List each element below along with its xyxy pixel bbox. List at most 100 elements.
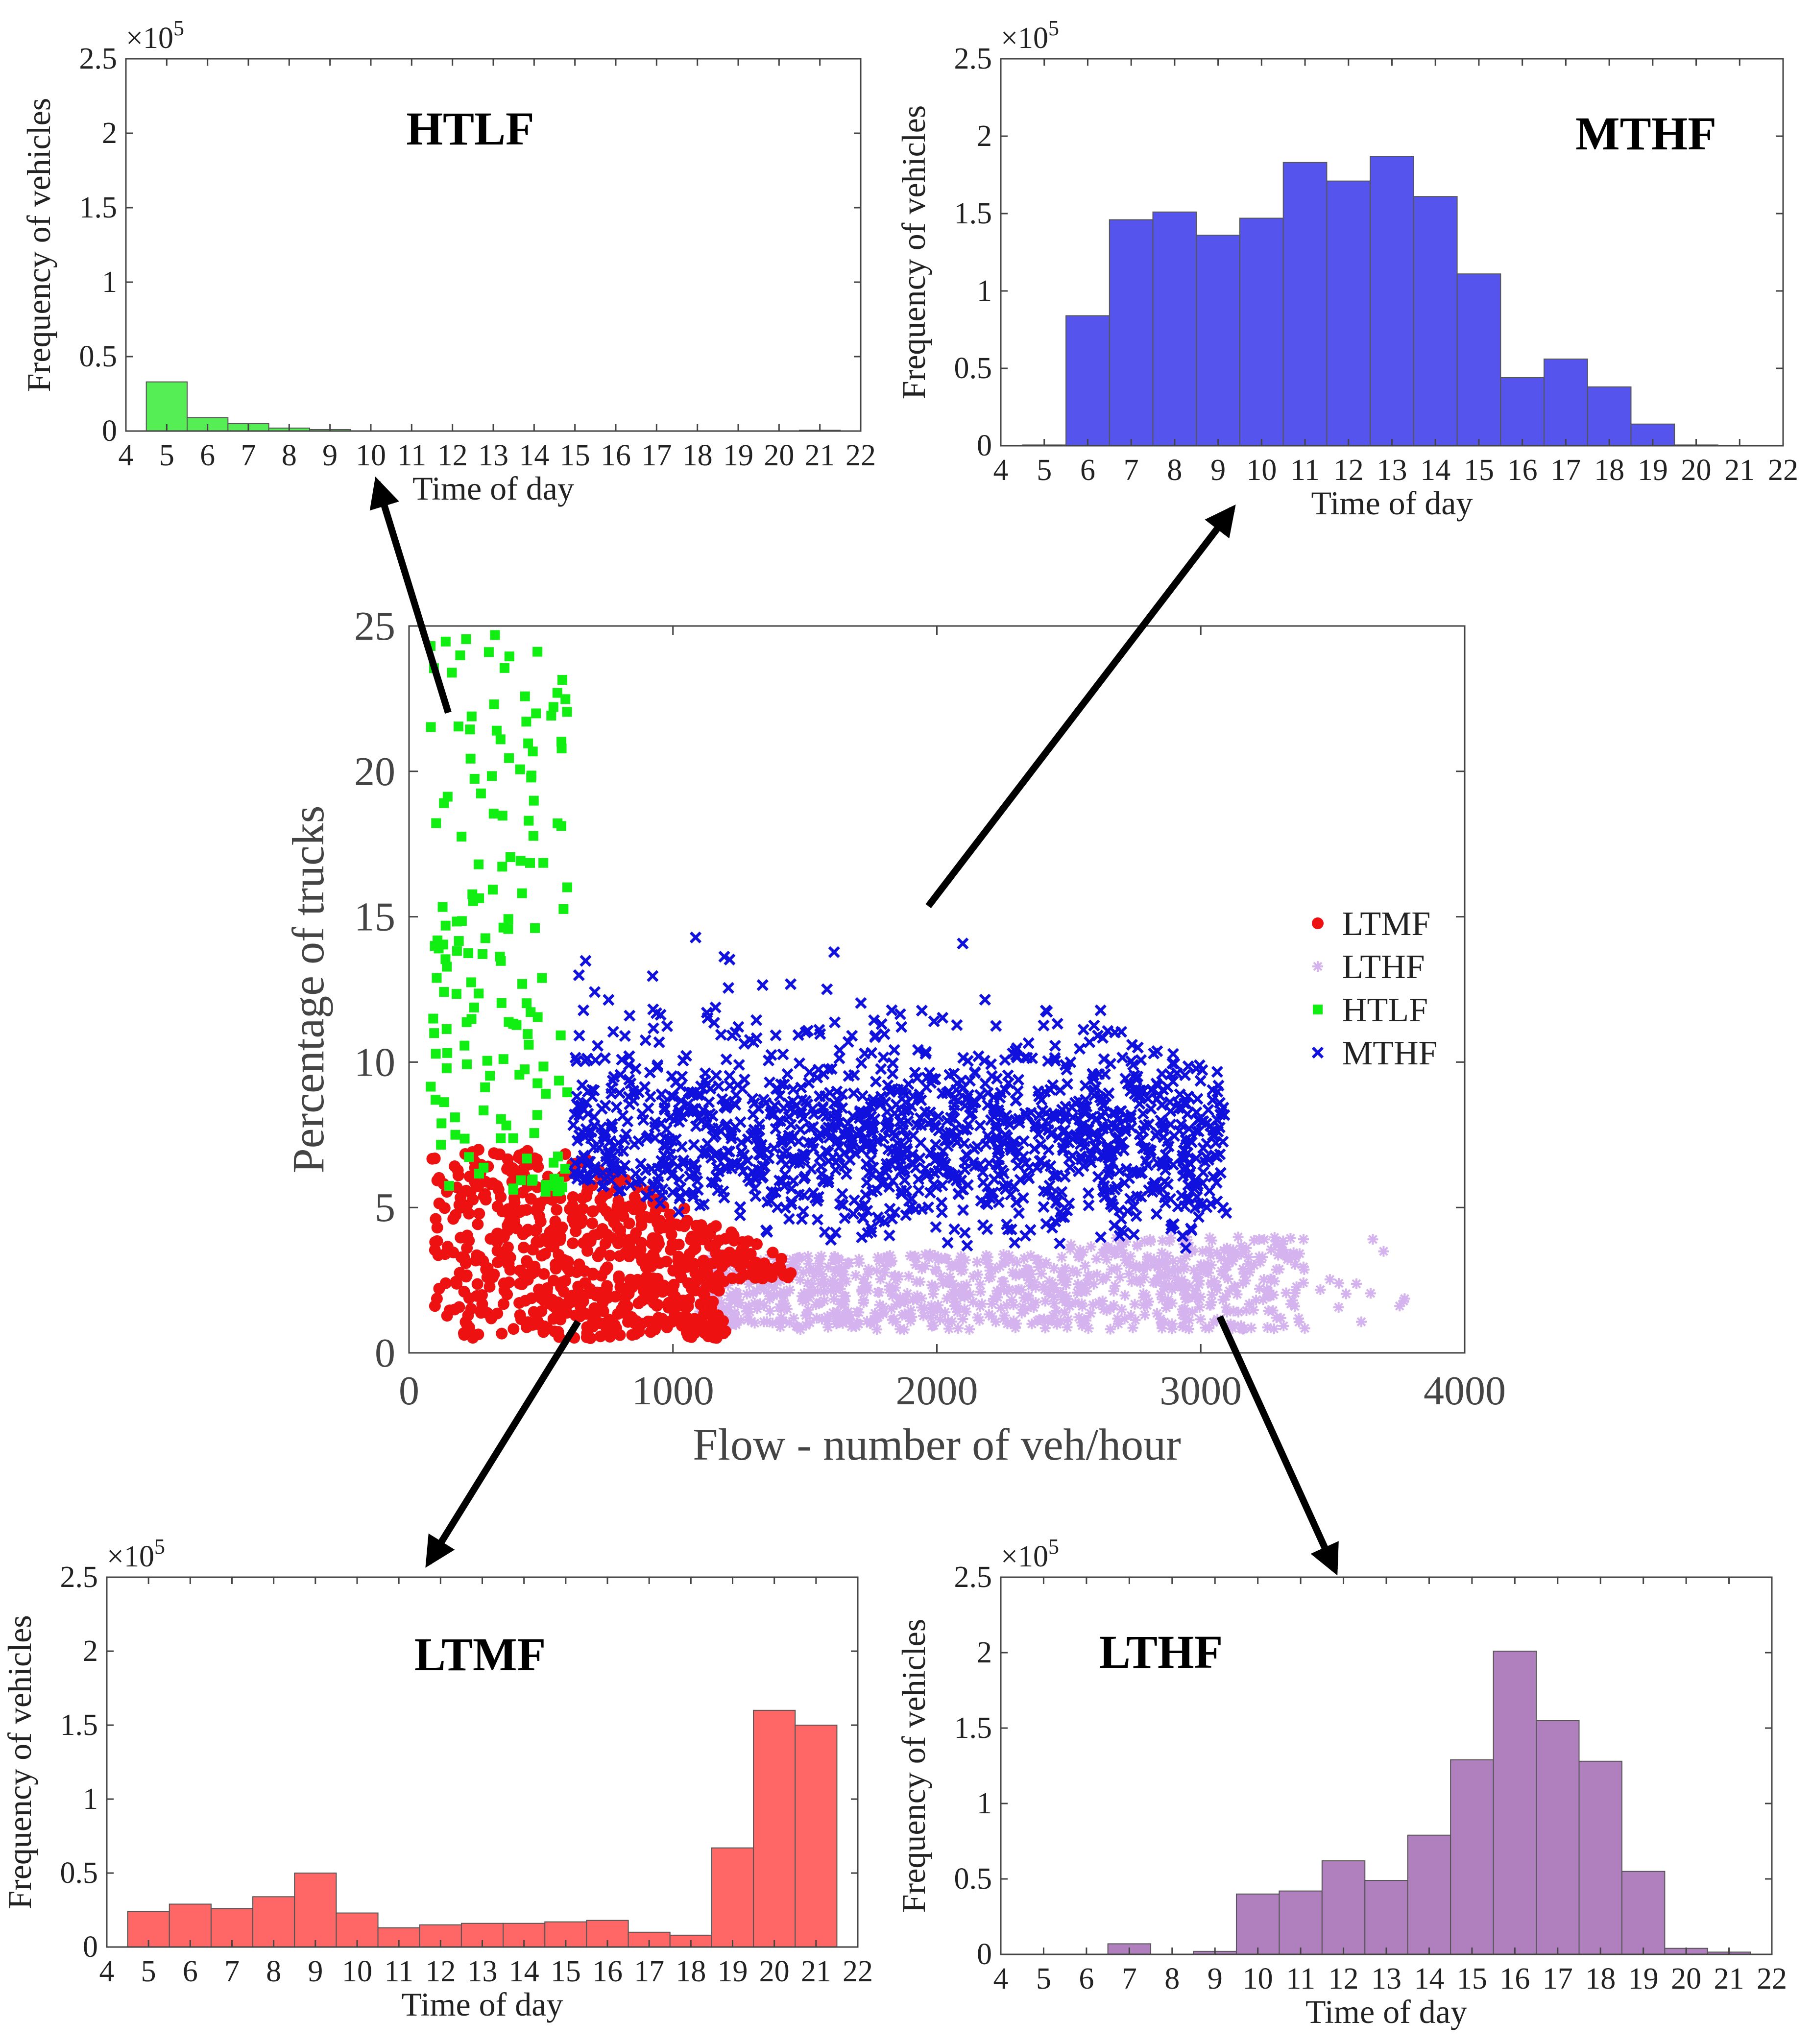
mthf-point xyxy=(887,1057,899,1069)
lthf-point xyxy=(819,1295,830,1306)
lthf-point xyxy=(959,1286,970,1297)
mthf-point xyxy=(760,1097,772,1109)
ltmf-point xyxy=(1312,917,1324,929)
mthf-point xyxy=(848,1069,860,1081)
ltmf-x-tick-label: 20 xyxy=(759,1955,790,1988)
mthf-point xyxy=(1000,1218,1013,1230)
mthf-point xyxy=(1098,1191,1111,1203)
lthf-point xyxy=(775,1312,787,1323)
mthf-point xyxy=(647,1003,659,1015)
mthf-point xyxy=(949,1133,961,1146)
mthf-point xyxy=(1063,1161,1076,1174)
mthf-point xyxy=(610,1101,623,1113)
scatter-legend: LTMF LTHF HTLF MTHF xyxy=(1311,905,1437,1072)
lthf-point xyxy=(1274,1264,1285,1275)
htlf-point xyxy=(430,941,440,951)
htlf-point xyxy=(556,737,567,747)
htlf-point xyxy=(553,818,563,828)
mthf-point xyxy=(1102,1121,1114,1133)
ltmf-point xyxy=(613,1273,625,1285)
lthf-point xyxy=(775,1275,786,1287)
htlf-point xyxy=(505,852,515,862)
htlf-point xyxy=(489,699,499,709)
ltmf-point xyxy=(559,1275,572,1287)
lthf-point xyxy=(1101,1254,1112,1265)
lthf-point xyxy=(964,1323,975,1335)
mthf-point xyxy=(906,1193,918,1205)
lthf-point xyxy=(1061,1279,1072,1291)
htlf-point xyxy=(479,1105,489,1115)
mthf-title: MTHF xyxy=(1575,107,1716,160)
mthf-point xyxy=(652,1170,665,1183)
lthf-point xyxy=(957,1313,968,1324)
ltmf-point xyxy=(658,1221,670,1233)
mthf-point xyxy=(870,1076,882,1088)
legend-item-lthf: LTHF xyxy=(1312,948,1425,986)
mthf-point xyxy=(1051,1195,1063,1207)
mthf-point xyxy=(802,1136,815,1149)
lthf-point xyxy=(899,1308,910,1320)
mthf-point xyxy=(889,1206,901,1219)
lthf-point xyxy=(923,1253,935,1264)
lthf-point xyxy=(1232,1231,1244,1243)
mthf-point xyxy=(1207,1171,1219,1183)
htlf-point xyxy=(497,862,507,872)
mthf-point xyxy=(959,1100,971,1112)
lthf-bar xyxy=(1493,1650,1537,1955)
mthf-point xyxy=(1130,1210,1142,1222)
mthf-point xyxy=(1159,1176,1171,1188)
lthf-point xyxy=(1033,1254,1044,1265)
lthf-point xyxy=(1282,1252,1294,1263)
lthf-point xyxy=(838,1291,849,1302)
lthf-point xyxy=(1010,1270,1021,1281)
ltmf-point xyxy=(447,1213,459,1225)
mthf-point xyxy=(957,938,969,950)
htlf-point xyxy=(522,1154,532,1164)
lthf-point xyxy=(1268,1323,1280,1334)
mthf-bar xyxy=(1544,359,1588,446)
scatter-x-tick-label: 2000 xyxy=(896,1368,978,1414)
lthf-point xyxy=(1324,1274,1335,1285)
lthf-point xyxy=(1166,1323,1178,1334)
lthf-point xyxy=(1333,1277,1345,1289)
ltmf-point xyxy=(597,1305,609,1318)
lthf-point xyxy=(1023,1274,1034,1286)
mthf-point xyxy=(783,1132,795,1144)
ltmf-point xyxy=(673,1250,685,1263)
lthf-point xyxy=(1177,1309,1188,1321)
mthf-point xyxy=(833,1044,846,1057)
mthf-point xyxy=(647,970,659,982)
mthf-x-tick-label: 11 xyxy=(1290,454,1320,487)
htlf-point xyxy=(455,650,465,661)
lthf-point xyxy=(1394,1300,1405,1312)
mthf-point xyxy=(784,978,797,990)
ltmf-point xyxy=(601,1228,613,1241)
mthf-point xyxy=(899,1096,912,1108)
ltmf-point xyxy=(710,1323,722,1335)
lthf-point xyxy=(1254,1234,1265,1245)
mthf-point xyxy=(877,1051,890,1063)
ltmf-x-axis-label: Time of day xyxy=(402,1986,563,2023)
mthf-point xyxy=(1150,1078,1162,1090)
lthf-point xyxy=(1238,1268,1250,1279)
lthf-point xyxy=(1070,1297,1081,1308)
mthf-point xyxy=(807,1103,819,1115)
ltmf-point xyxy=(612,1308,624,1320)
htlf-x-tick-label: 17 xyxy=(641,439,672,472)
lthf-x-tick-label: 10 xyxy=(1243,1962,1273,1996)
lthf-point xyxy=(908,1251,919,1262)
lthf-point xyxy=(1111,1263,1123,1274)
htlf-point xyxy=(469,1002,479,1012)
lthf-point xyxy=(1204,1323,1215,1334)
lthf-point xyxy=(1106,1264,1117,1275)
mthf-point xyxy=(673,1206,685,1218)
lthf-point xyxy=(1042,1316,1054,1327)
htlf-point xyxy=(529,795,539,806)
lthf-bar xyxy=(1279,1890,1323,1955)
lthf-x-tick-label: 22 xyxy=(1757,1962,1787,1996)
mthf-point xyxy=(781,1068,794,1081)
mthf-x-tick-label: 12 xyxy=(1333,454,1364,487)
mthf-point xyxy=(865,1154,877,1166)
htlf-point xyxy=(508,1018,518,1029)
ltmf-point xyxy=(675,1312,687,1324)
